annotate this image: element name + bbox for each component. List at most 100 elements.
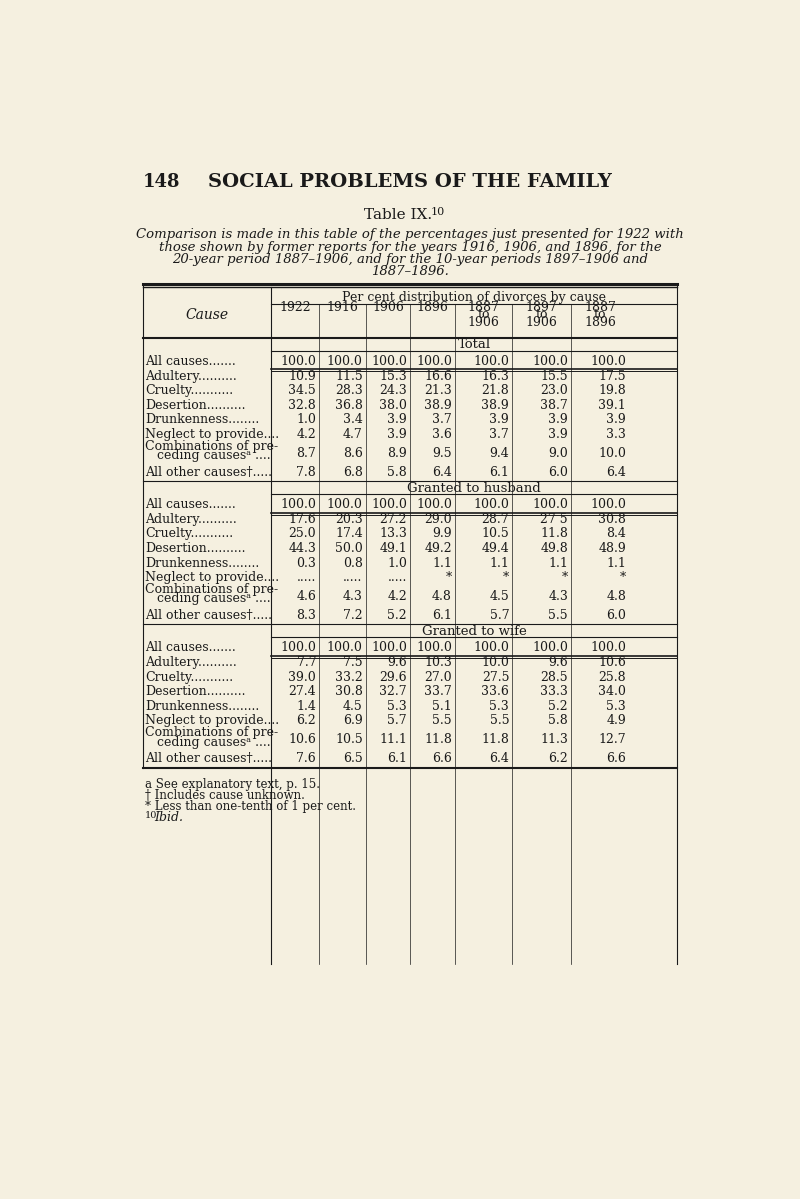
Text: 9.6: 9.6 <box>548 656 568 669</box>
Text: 38.0: 38.0 <box>379 399 407 411</box>
Text: 4.3: 4.3 <box>548 590 568 603</box>
Text: 4.7: 4.7 <box>343 428 362 441</box>
Text: All other causes†.....: All other causes†..... <box>145 752 272 765</box>
Text: 33.3: 33.3 <box>540 686 568 698</box>
Text: 3.9: 3.9 <box>606 414 626 427</box>
Text: Cruelty...........: Cruelty........... <box>145 528 233 541</box>
Text: 33.2: 33.2 <box>335 670 362 683</box>
Text: 10.0: 10.0 <box>482 656 509 669</box>
Text: 0.3: 0.3 <box>296 556 316 570</box>
Text: 5.7: 5.7 <box>387 715 407 728</box>
Text: Ibid.: Ibid. <box>154 812 183 825</box>
Text: 5.5: 5.5 <box>432 715 452 728</box>
Text: 100.0: 100.0 <box>371 498 407 511</box>
Text: 24.3: 24.3 <box>379 384 407 397</box>
Text: 100.0: 100.0 <box>280 498 316 511</box>
Text: 1906: 1906 <box>526 317 558 329</box>
Text: 3.9: 3.9 <box>548 428 568 441</box>
Text: Granted to wife: Granted to wife <box>422 625 526 638</box>
Text: 5.8: 5.8 <box>548 715 568 728</box>
Text: 1896: 1896 <box>584 317 616 329</box>
Text: 11.8: 11.8 <box>424 734 452 746</box>
Text: 1887: 1887 <box>468 301 499 314</box>
Text: 10.0: 10.0 <box>598 447 626 460</box>
Text: 38.9: 38.9 <box>424 399 452 411</box>
Text: 21.3: 21.3 <box>424 384 452 397</box>
Text: 8.6: 8.6 <box>343 447 362 460</box>
Text: 39.1: 39.1 <box>598 399 626 411</box>
Text: those shown by former reports for the years 1916, 1906, and 1896, for the: those shown by former reports for the ye… <box>158 241 662 253</box>
Text: 5.3: 5.3 <box>490 700 509 713</box>
Text: 6.6: 6.6 <box>432 752 452 765</box>
Text: 27.2: 27.2 <box>379 513 407 525</box>
Text: 29.0: 29.0 <box>424 513 452 525</box>
Text: Adultery..........: Adultery.......... <box>145 369 237 382</box>
Text: 0.8: 0.8 <box>343 556 362 570</box>
Text: 6.1: 6.1 <box>432 609 452 622</box>
Text: 11.8: 11.8 <box>482 734 509 746</box>
Text: 48.9: 48.9 <box>598 542 626 555</box>
Text: Cruelty...........: Cruelty........... <box>145 384 233 397</box>
Text: 28.5: 28.5 <box>541 670 568 683</box>
Text: 3.9: 3.9 <box>387 428 407 441</box>
Text: 8.7: 8.7 <box>297 447 316 460</box>
Text: 6.4: 6.4 <box>432 465 452 478</box>
Text: .....: ..... <box>387 571 407 584</box>
Text: 5.3: 5.3 <box>387 700 407 713</box>
Text: All causes.......: All causes....... <box>145 641 236 655</box>
Text: 12.7: 12.7 <box>598 734 626 746</box>
Text: 3.6: 3.6 <box>432 428 452 441</box>
Text: 5.2: 5.2 <box>387 609 407 622</box>
Text: Desertion..........: Desertion.......... <box>145 686 246 698</box>
Text: 6.4: 6.4 <box>490 752 509 765</box>
Text: 100.0: 100.0 <box>327 498 362 511</box>
Text: .....: ..... <box>297 571 316 584</box>
Text: 9.4: 9.4 <box>490 447 509 460</box>
Text: 6.0: 6.0 <box>606 609 626 622</box>
Text: 3.7: 3.7 <box>432 414 452 427</box>
Text: 1922: 1922 <box>279 301 310 314</box>
Text: 38.7: 38.7 <box>540 399 568 411</box>
Text: 11.1: 11.1 <box>379 734 407 746</box>
Text: 10.6: 10.6 <box>598 656 626 669</box>
Text: 34.0: 34.0 <box>598 686 626 698</box>
Text: 32.8: 32.8 <box>289 399 316 411</box>
Text: 21.8: 21.8 <box>482 384 509 397</box>
Text: 1896: 1896 <box>417 301 449 314</box>
Text: 27.0: 27.0 <box>424 670 452 683</box>
Text: All causes.......: All causes....... <box>145 355 236 368</box>
Text: to: to <box>478 308 490 321</box>
Text: Combinations of pre-: Combinations of pre- <box>145 727 278 740</box>
Text: Neglect to provide....: Neglect to provide.... <box>145 715 279 728</box>
Text: 5.5: 5.5 <box>549 609 568 622</box>
Text: 1887: 1887 <box>584 301 616 314</box>
Text: 49.2: 49.2 <box>424 542 452 555</box>
Text: All other causes†.....: All other causes†..... <box>145 465 272 478</box>
Text: Adultery..........: Adultery.......... <box>145 513 237 525</box>
Text: 9.9: 9.9 <box>432 528 452 541</box>
Text: to: to <box>535 308 548 321</box>
Text: 10.5: 10.5 <box>335 734 362 746</box>
Text: 7.5: 7.5 <box>343 656 362 669</box>
Text: Cruelty...........: Cruelty........... <box>145 670 233 683</box>
Text: 3.9: 3.9 <box>548 414 568 427</box>
Text: 6.4: 6.4 <box>606 465 626 478</box>
Text: 5.5: 5.5 <box>490 715 509 728</box>
Text: 6.0: 6.0 <box>548 465 568 478</box>
Text: 4.9: 4.9 <box>606 715 626 728</box>
Text: 148: 148 <box>142 174 180 192</box>
Text: Combinations of pre-: Combinations of pre- <box>145 583 278 596</box>
Text: 4.6: 4.6 <box>296 590 316 603</box>
Text: 6.2: 6.2 <box>297 715 316 728</box>
Text: Drunkenness........: Drunkenness........ <box>145 556 259 570</box>
Text: All causes.......: All causes....... <box>145 498 236 511</box>
Text: 4.5: 4.5 <box>343 700 362 713</box>
Text: Adultery..........: Adultery.......... <box>145 656 237 669</box>
Text: 10.3: 10.3 <box>424 656 452 669</box>
Text: ceding causesᵃ ....: ceding causesᵃ .... <box>145 736 270 748</box>
Text: 11.8: 11.8 <box>540 528 568 541</box>
Text: to: to <box>594 308 606 321</box>
Text: 8.9: 8.9 <box>387 447 407 460</box>
Text: 100.0: 100.0 <box>474 641 509 655</box>
Text: 5.8: 5.8 <box>387 465 407 478</box>
